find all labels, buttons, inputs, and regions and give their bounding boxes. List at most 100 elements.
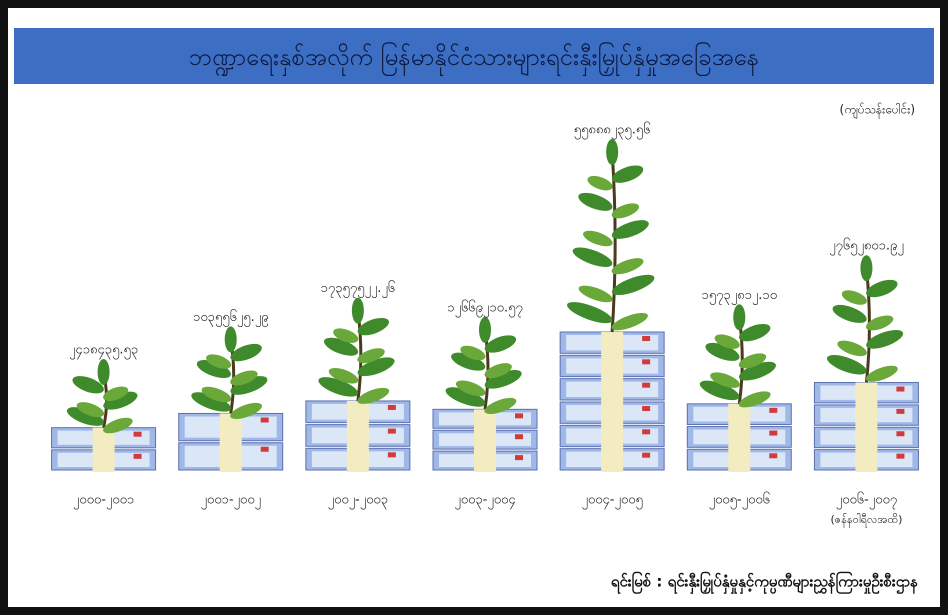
leaf (66, 407, 104, 426)
stack-center (92, 427, 115, 472)
unit-label: (ကျပ်သန်းပေါင်း) (840, 102, 915, 120)
leaf (484, 363, 512, 379)
plant-bar (51, 359, 157, 472)
value-label: ၂၇၆၅၂၈၀၁.၉၂ (829, 238, 904, 256)
money-mark (387, 452, 396, 458)
leaf (611, 258, 644, 275)
value-label: ၁၂၆၆၉၂၁၀.၅၇ (447, 299, 522, 317)
leaf (826, 354, 867, 375)
money-mark (133, 453, 142, 459)
money-mark (515, 434, 523, 440)
leaf (103, 386, 129, 401)
leaf (578, 285, 613, 303)
title-band (14, 28, 934, 84)
leaf (583, 230, 613, 247)
leaf (230, 376, 268, 395)
plant-bar (305, 297, 411, 472)
x-tick-label: ၂၀၀၆-၂၀၀၇ (836, 492, 897, 510)
money-mark (133, 431, 142, 437)
leaf (484, 397, 517, 415)
leaf (445, 387, 486, 407)
leaf (357, 317, 389, 336)
leaf (611, 312, 648, 331)
leaf (230, 402, 263, 419)
leaf (201, 386, 232, 403)
leaf (572, 247, 613, 267)
stack-center (728, 403, 751, 472)
money-mark (896, 386, 905, 392)
leaf (484, 335, 517, 353)
money-mark (896, 408, 905, 414)
leaf (611, 203, 640, 219)
leaf (837, 340, 867, 357)
money-mark (642, 406, 651, 411)
leaf (72, 376, 104, 394)
money-mark (387, 404, 396, 410)
money-mark (642, 429, 651, 435)
leaf (611, 274, 655, 296)
leaf-top (479, 316, 491, 343)
leaf-top (224, 326, 237, 353)
leaf (866, 329, 904, 349)
money-mark (896, 431, 905, 437)
leaf (103, 391, 138, 410)
money-mark (642, 382, 651, 388)
value-label: ၁၅၇၃၂၈၁၂.၁၀ (702, 288, 778, 305)
stack-center (346, 400, 369, 472)
leaf (865, 315, 894, 331)
stack-center (601, 332, 624, 472)
leaf (357, 357, 395, 377)
leaf (578, 192, 613, 211)
stack-center (855, 382, 878, 472)
leaf-top (351, 297, 364, 324)
money-mark (260, 446, 269, 452)
leaf (710, 372, 740, 388)
leaf (196, 360, 231, 379)
x-tick-label: ၂၀၀၂-၂၀၀၃ (328, 493, 388, 510)
money-mark (642, 452, 651, 458)
plant-bar (178, 326, 284, 472)
money-mark (769, 407, 778, 413)
stack-center (474, 409, 496, 472)
money-mark (642, 336, 651, 341)
leaf (230, 343, 262, 362)
plant-bar (432, 316, 538, 472)
leaf (455, 380, 486, 397)
leaf (714, 334, 740, 349)
leaf (611, 165, 644, 183)
leaf (357, 387, 390, 404)
money-mark (642, 359, 651, 365)
leaf-top (606, 139, 619, 165)
leaf (103, 417, 133, 434)
leaf (611, 220, 649, 239)
leaf (567, 302, 613, 324)
money-mark (769, 430, 778, 436)
leaf (323, 337, 359, 356)
stem (610, 151, 617, 333)
leaf-top (860, 255, 873, 282)
plant-bar (559, 139, 665, 472)
leaf (832, 304, 867, 323)
leaf (738, 323, 771, 342)
value-label: ၁၇၃၅၇၅၂၂.၂၆ (321, 280, 395, 298)
plant-bar (813, 255, 919, 472)
x-tick-label: ၂၀၀၃-၂၀၀၄ (454, 493, 516, 510)
value-label: ၅၅၈၈၈၂၃၅.၅၆ (574, 122, 651, 140)
x-tick-label: ၂၀၀၄-၂၀၀၅ (581, 493, 642, 510)
leaf (738, 353, 767, 369)
plant-bar (686, 304, 792, 472)
leaf (328, 368, 359, 384)
value-label: ၂၄၁၈၄၃၅.၅၃ (69, 343, 138, 360)
leaf (76, 402, 105, 418)
leaf (865, 365, 898, 382)
leaf (230, 370, 258, 386)
leaf (738, 391, 771, 408)
leaf (587, 175, 613, 191)
leaf (699, 380, 740, 401)
x-tick-label: ၂၀၀၅-၂၀၀၆ (709, 492, 770, 510)
money-mark (387, 428, 396, 434)
leaf (484, 369, 522, 389)
money-mark (896, 453, 905, 459)
leaf (451, 352, 486, 371)
